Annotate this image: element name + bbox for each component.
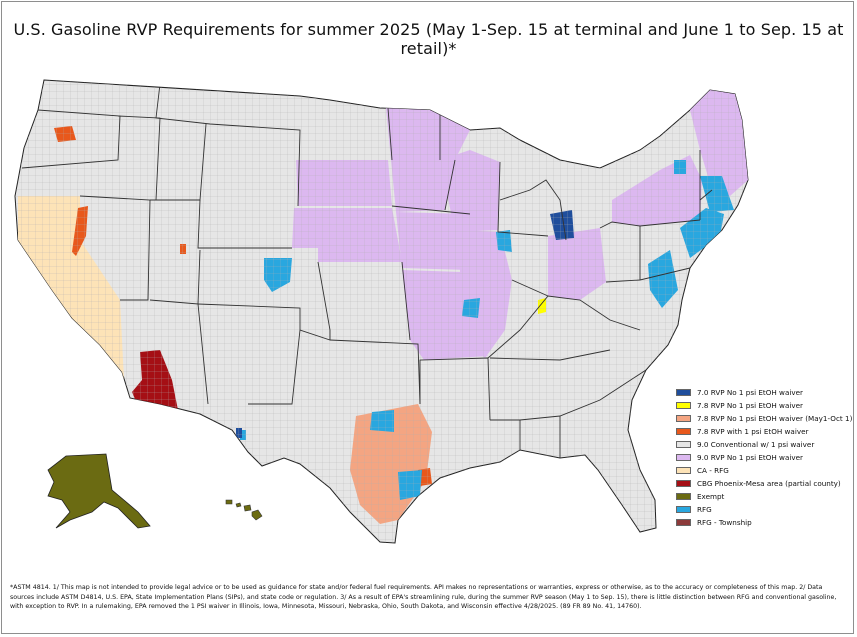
legend-swatch <box>676 493 691 500</box>
legend-label: 7.8 RVP No 1 psi EtOH waiver (May1-Oct 1… <box>697 414 853 423</box>
legend-label: 7.8 RVP with 1 psi EtOH waiver <box>697 427 809 436</box>
map-title: U.S. Gasoline RVP Requirements for summe… <box>13 20 844 58</box>
legend-item: CBG Phoenix-Mesa area (partial county) <box>676 477 856 490</box>
legend-swatch <box>676 389 691 396</box>
legend-swatch <box>676 519 691 526</box>
legend-item: 7.8 RVP No 1 psi EtOH waiver (May1-Oct 1… <box>676 412 856 425</box>
legend-label: RFG - Township <box>697 518 752 527</box>
legend-label: CBG Phoenix-Mesa area (partial county) <box>697 479 841 488</box>
legend-label: 7.0 RVP No 1 psi EtOH waiver <box>697 388 803 397</box>
hawaii <box>225 499 263 521</box>
legend-label: 9.0 Conventional w/ 1 psi waiver <box>697 440 815 449</box>
legend-item: 7.0 RVP No 1 psi EtOH waiver <box>676 386 856 399</box>
legend-label: Exempt <box>697 492 725 501</box>
legend-swatch <box>676 506 691 513</box>
legend-item: Exempt <box>676 490 856 503</box>
legend-swatch <box>676 454 691 461</box>
legend-item: RFG - Township <box>676 516 856 529</box>
legend-swatch <box>676 428 691 435</box>
legend-item: RFG <box>676 503 856 516</box>
legend-label: CA - RFG <box>697 466 729 475</box>
legend-label: 7.8 RVP No 1 psi EtOH waiver <box>697 401 803 410</box>
state-boundaries <box>21 83 713 458</box>
legend-item: 9.0 Conventional w/ 1 psi waiver <box>676 438 856 451</box>
legend-swatch <box>676 415 691 422</box>
legend-item: 7.8 RVP No 1 psi EtOH waiver <box>676 399 856 412</box>
footnote: *ASTM 4814. 1/ This map is not intended … <box>10 584 837 611</box>
legend-swatch <box>676 402 691 409</box>
legend-swatch <box>676 467 691 474</box>
county-lines <box>15 80 748 543</box>
legend-swatch <box>676 480 691 487</box>
legend-label: 9.0 RVP No 1 psi EtOH waiver <box>697 453 803 462</box>
legend-swatch <box>676 441 691 448</box>
legend-item: 7.8 RVP with 1 psi EtOH waiver <box>676 425 856 438</box>
alaska <box>47 453 151 529</box>
legend-label: RFG <box>697 505 712 514</box>
legend-item: CA - RFG <box>676 464 856 477</box>
map-legend: 7.0 RVP No 1 psi EtOH waiver 7.8 RVP No … <box>676 386 856 529</box>
legend-item: 9.0 RVP No 1 psi EtOH waiver <box>676 451 856 464</box>
